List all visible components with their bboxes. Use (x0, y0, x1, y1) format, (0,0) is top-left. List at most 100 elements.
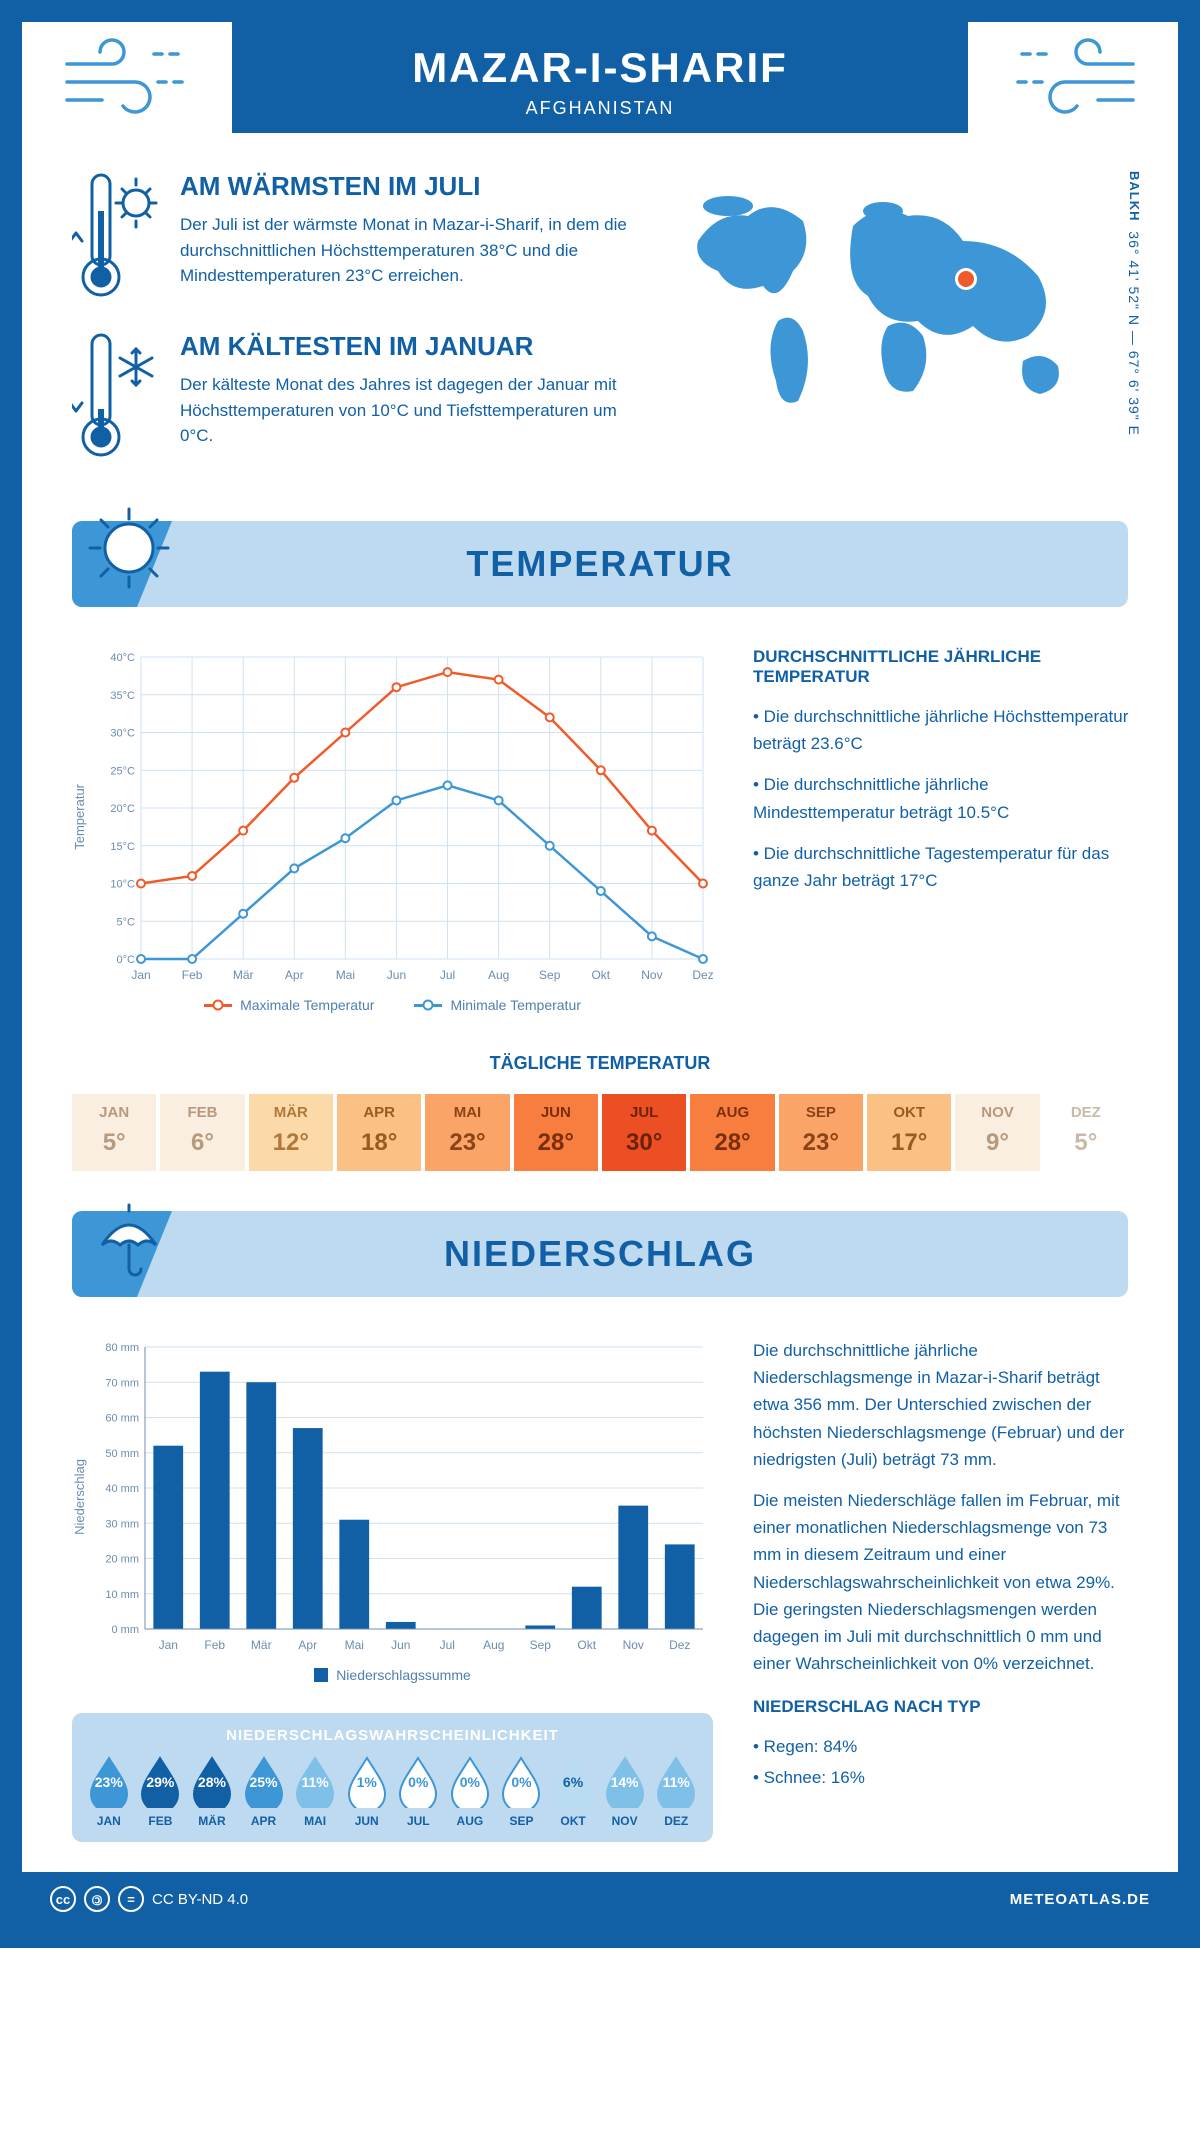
country-label: AFGHANISTAN (232, 98, 968, 119)
svg-text:Mär: Mär (233, 968, 254, 982)
svg-text:Nov: Nov (641, 968, 662, 982)
temperature-banner: TEMPERATUR (72, 521, 1128, 607)
svg-text:Mai: Mai (336, 968, 355, 982)
month-cell: JUL30° (602, 1094, 686, 1171)
bullet: • Die durchschnittliche jährliche Mindes… (753, 771, 1133, 825)
wind-icon (1008, 34, 1138, 129)
brand-label: METEOATLAS.DE (1010, 1891, 1150, 1908)
svg-text:Jan: Jan (131, 968, 150, 982)
drop-cell: 1% JUN (344, 1756, 390, 1828)
svg-text:20°C: 20°C (110, 803, 135, 815)
drop-cell: 0% AUG (447, 1756, 493, 1828)
coordinates: BALKH 36° 41' 52" N — 67° 6' 39" E (1126, 171, 1142, 436)
svg-text:Feb: Feb (182, 968, 203, 982)
svg-text:25°C: 25°C (110, 765, 135, 777)
probability-box: NIEDERSCHLAGSWAHRSCHEINLICHKEIT 23% JAN … (72, 1713, 713, 1842)
drop-cell: 14% NOV (602, 1756, 648, 1828)
coldest-title: AM KÄLTESTEN IM JANUAR (180, 331, 638, 362)
svg-text:60 mm: 60 mm (105, 1413, 139, 1425)
svg-text:40°C: 40°C (110, 652, 135, 664)
drop-cell: 25% APR (241, 1756, 287, 1828)
svg-text:Jul: Jul (440, 968, 455, 982)
footer: cc 🄯 = CC BY-ND 4.0 METEOATLAS.DE (22, 1872, 1178, 1926)
wind-icon (62, 34, 192, 129)
svg-text:50 mm: 50 mm (105, 1448, 139, 1460)
svg-text:Mai: Mai (345, 1638, 364, 1652)
svg-text:10°C: 10°C (110, 879, 135, 891)
thermometer-snow-icon (72, 331, 162, 461)
svg-text:40 mm: 40 mm (105, 1483, 139, 1495)
svg-text:Jan: Jan (159, 1638, 178, 1652)
warmest-text: Der Juli ist der wärmste Monat in Mazar-… (180, 212, 638, 289)
month-cell: SEP23° (779, 1094, 863, 1171)
drop-cell: 11% MAI (292, 1756, 338, 1828)
svg-text:0 mm: 0 mm (112, 1624, 140, 1636)
umbrella-icon (84, 1193, 174, 1283)
header-banner: MAZAR-I-SHARIF AFGHANISTAN (232, 22, 968, 133)
svg-text:Jul: Jul (440, 1638, 455, 1652)
svg-text:Apr: Apr (285, 968, 304, 982)
month-cell: MAI23° (425, 1094, 509, 1171)
svg-text:20 mm: 20 mm (105, 1554, 139, 1566)
drop-cell: 6% OKT (550, 1756, 596, 1828)
paragraph: Die meisten Niederschläge fallen im Febr… (753, 1487, 1133, 1677)
svg-text:Mär: Mär (251, 1638, 272, 1652)
svg-text:Dez: Dez (692, 968, 713, 982)
svg-text:Okt: Okt (591, 968, 610, 982)
y-axis-label: Niederschlag (72, 1459, 87, 1535)
month-cell: MÄR12° (249, 1094, 333, 1171)
month-cell: JUN28° (514, 1094, 598, 1171)
month-cell: NOV9° (955, 1094, 1039, 1171)
temperature-summary: DURCHSCHNITTLICHE JÄHRLICHE TEMPERATUR •… (753, 647, 1133, 1013)
svg-text:Apr: Apr (298, 1638, 317, 1652)
city-title: MAZAR-I-SHARIF (232, 44, 968, 92)
infographic-container: MAZAR-I-SHARIF AFGHANISTAN (0, 0, 1200, 1948)
precipitation-summary: Die durchschnittliche jährliche Niedersc… (753, 1337, 1133, 1842)
svg-text:Aug: Aug (483, 1638, 504, 1652)
svg-text:Nov: Nov (623, 1638, 644, 1652)
drop-cell: 0% JUL (395, 1756, 441, 1828)
svg-text:Sep: Sep (539, 968, 561, 982)
license: cc 🄯 = CC BY-ND 4.0 (50, 1886, 248, 1912)
svg-text:30°C: 30°C (110, 728, 135, 740)
nd-icon: = (118, 1886, 144, 1912)
precipitation-bar-chart: Niederschlag 0 mm 10 mm 20 mm 30 mm 40 mm 50 … (72, 1337, 713, 1842)
month-cell: OKT17° (867, 1094, 951, 1171)
intro-row: AM WÄRMSTEN IM JULI Der Juli ist der wär… (72, 171, 1128, 491)
svg-text:Okt: Okt (577, 1638, 596, 1652)
drop-cell: 0% SEP (499, 1756, 545, 1828)
drop-cell: 23% JAN (86, 1756, 132, 1828)
svg-text:Aug: Aug (488, 968, 509, 982)
drop-cell: 28% MÄR (189, 1756, 235, 1828)
svg-text:70 mm: 70 mm (105, 1377, 139, 1389)
month-cell: DEZ5° (1044, 1094, 1128, 1171)
bullet: • Die durchschnittliche jährliche Höchst… (753, 703, 1133, 757)
thermometer-sun-icon (72, 171, 162, 301)
type-line: • Schnee: 16% (753, 1764, 1133, 1791)
svg-text:15°C: 15°C (110, 841, 135, 853)
svg-text:Dez: Dez (669, 1638, 690, 1652)
svg-text:30 mm: 30 mm (105, 1518, 139, 1530)
precipitation-banner: NIEDERSCHLAG (72, 1211, 1128, 1297)
temperature-title: TEMPERATUR (72, 543, 1128, 585)
svg-text:35°C: 35°C (110, 690, 135, 702)
coldest-text: Der kälteste Monat des Jahres ist dagege… (180, 372, 638, 449)
month-cell: AUG28° (690, 1094, 774, 1171)
svg-text:Jun: Jun (387, 968, 406, 982)
by-icon: 🄯 (84, 1886, 110, 1912)
drop-cell: 29% FEB (138, 1756, 184, 1828)
month-cell: FEB6° (160, 1094, 244, 1171)
svg-text:10 mm: 10 mm (105, 1589, 139, 1601)
svg-text:Feb: Feb (204, 1638, 225, 1652)
warmest-block: AM WÄRMSTEN IM JULI Der Juli ist der wär… (72, 171, 638, 301)
cc-icon: cc (50, 1886, 76, 1912)
daily-temp-title: TÄGLICHE TEMPERATUR (72, 1053, 1128, 1074)
temperature-legend: Maximale Temperatur Minimale Temperatur (72, 997, 713, 1013)
month-cell: APR18° (337, 1094, 421, 1171)
svg-text:Sep: Sep (530, 1638, 552, 1652)
type-line: • Regen: 84% (753, 1733, 1133, 1760)
temperature-line-chart: Temperatur 0°C5°C10°C15°C20°C25°C30°C35°… (72, 647, 713, 1013)
svg-text:80 mm: 80 mm (105, 1342, 139, 1354)
world-map: BALKH 36° 41' 52" N — 67° 6' 39" E (668, 171, 1128, 491)
month-cell: JAN5° (72, 1094, 156, 1171)
